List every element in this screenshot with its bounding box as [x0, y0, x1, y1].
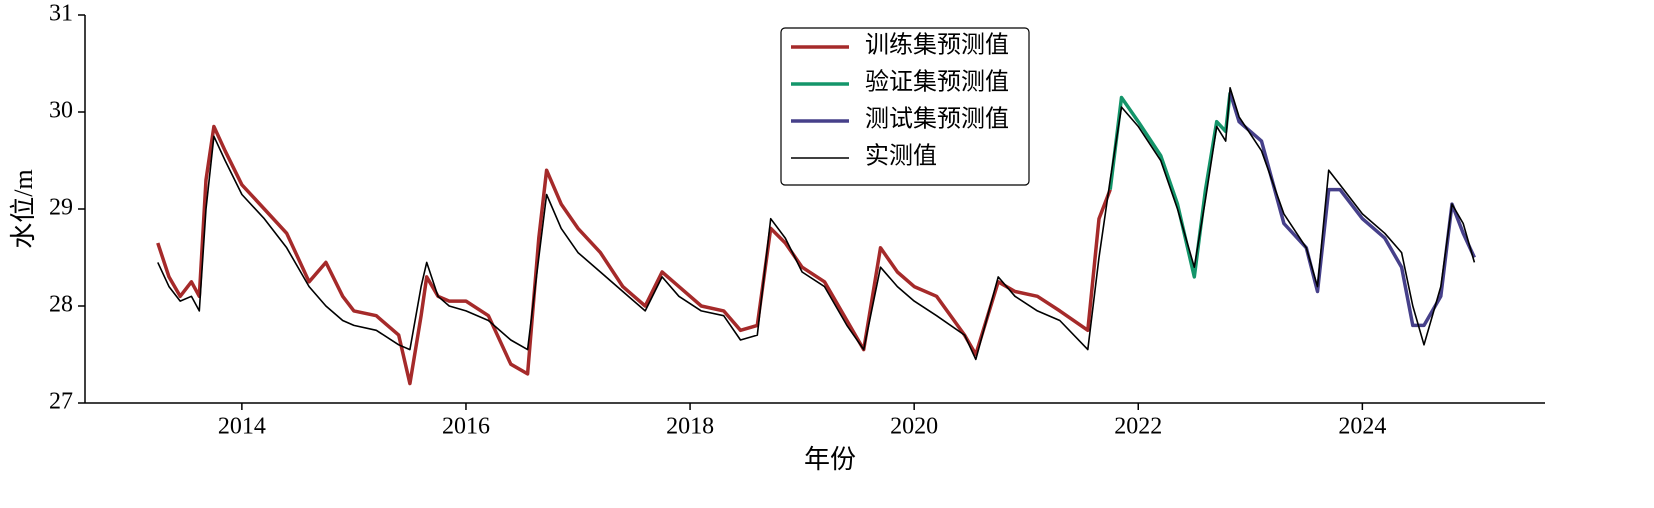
legend-label: 训练集预测值 — [865, 32, 1009, 59]
series-line — [157, 87, 1476, 361]
y-tick-label: 29 — [49, 195, 73, 221]
x-tick-label: 2022 — [1114, 414, 1162, 440]
x-tick-label: 2018 — [666, 414, 714, 440]
legend-box — [780, 27, 1030, 186]
x-tick-label: 2020 — [890, 414, 938, 440]
y-tick-label: 27 — [49, 389, 73, 415]
x-axis-label: 年份 — [804, 445, 856, 474]
x-tick-label: 2016 — [442, 414, 490, 440]
series-line — [1228, 92, 1476, 328]
y-tick-label: 28 — [49, 292, 73, 318]
legend-label: 测试集预测值 — [865, 106, 1009, 133]
legend-label: 验证集预测值 — [865, 69, 1009, 96]
y-axis-label: 水位/m — [9, 169, 38, 248]
legend-label: 实测值 — [865, 143, 937, 170]
y-tick-label: 31 — [49, 1, 73, 27]
x-tick-label: 2014 — [218, 414, 266, 440]
series-line — [1108, 92, 1232, 279]
y-tick-label: 30 — [49, 98, 73, 124]
series-line — [156, 124, 1112, 386]
x-tick-label: 2024 — [1338, 414, 1386, 440]
